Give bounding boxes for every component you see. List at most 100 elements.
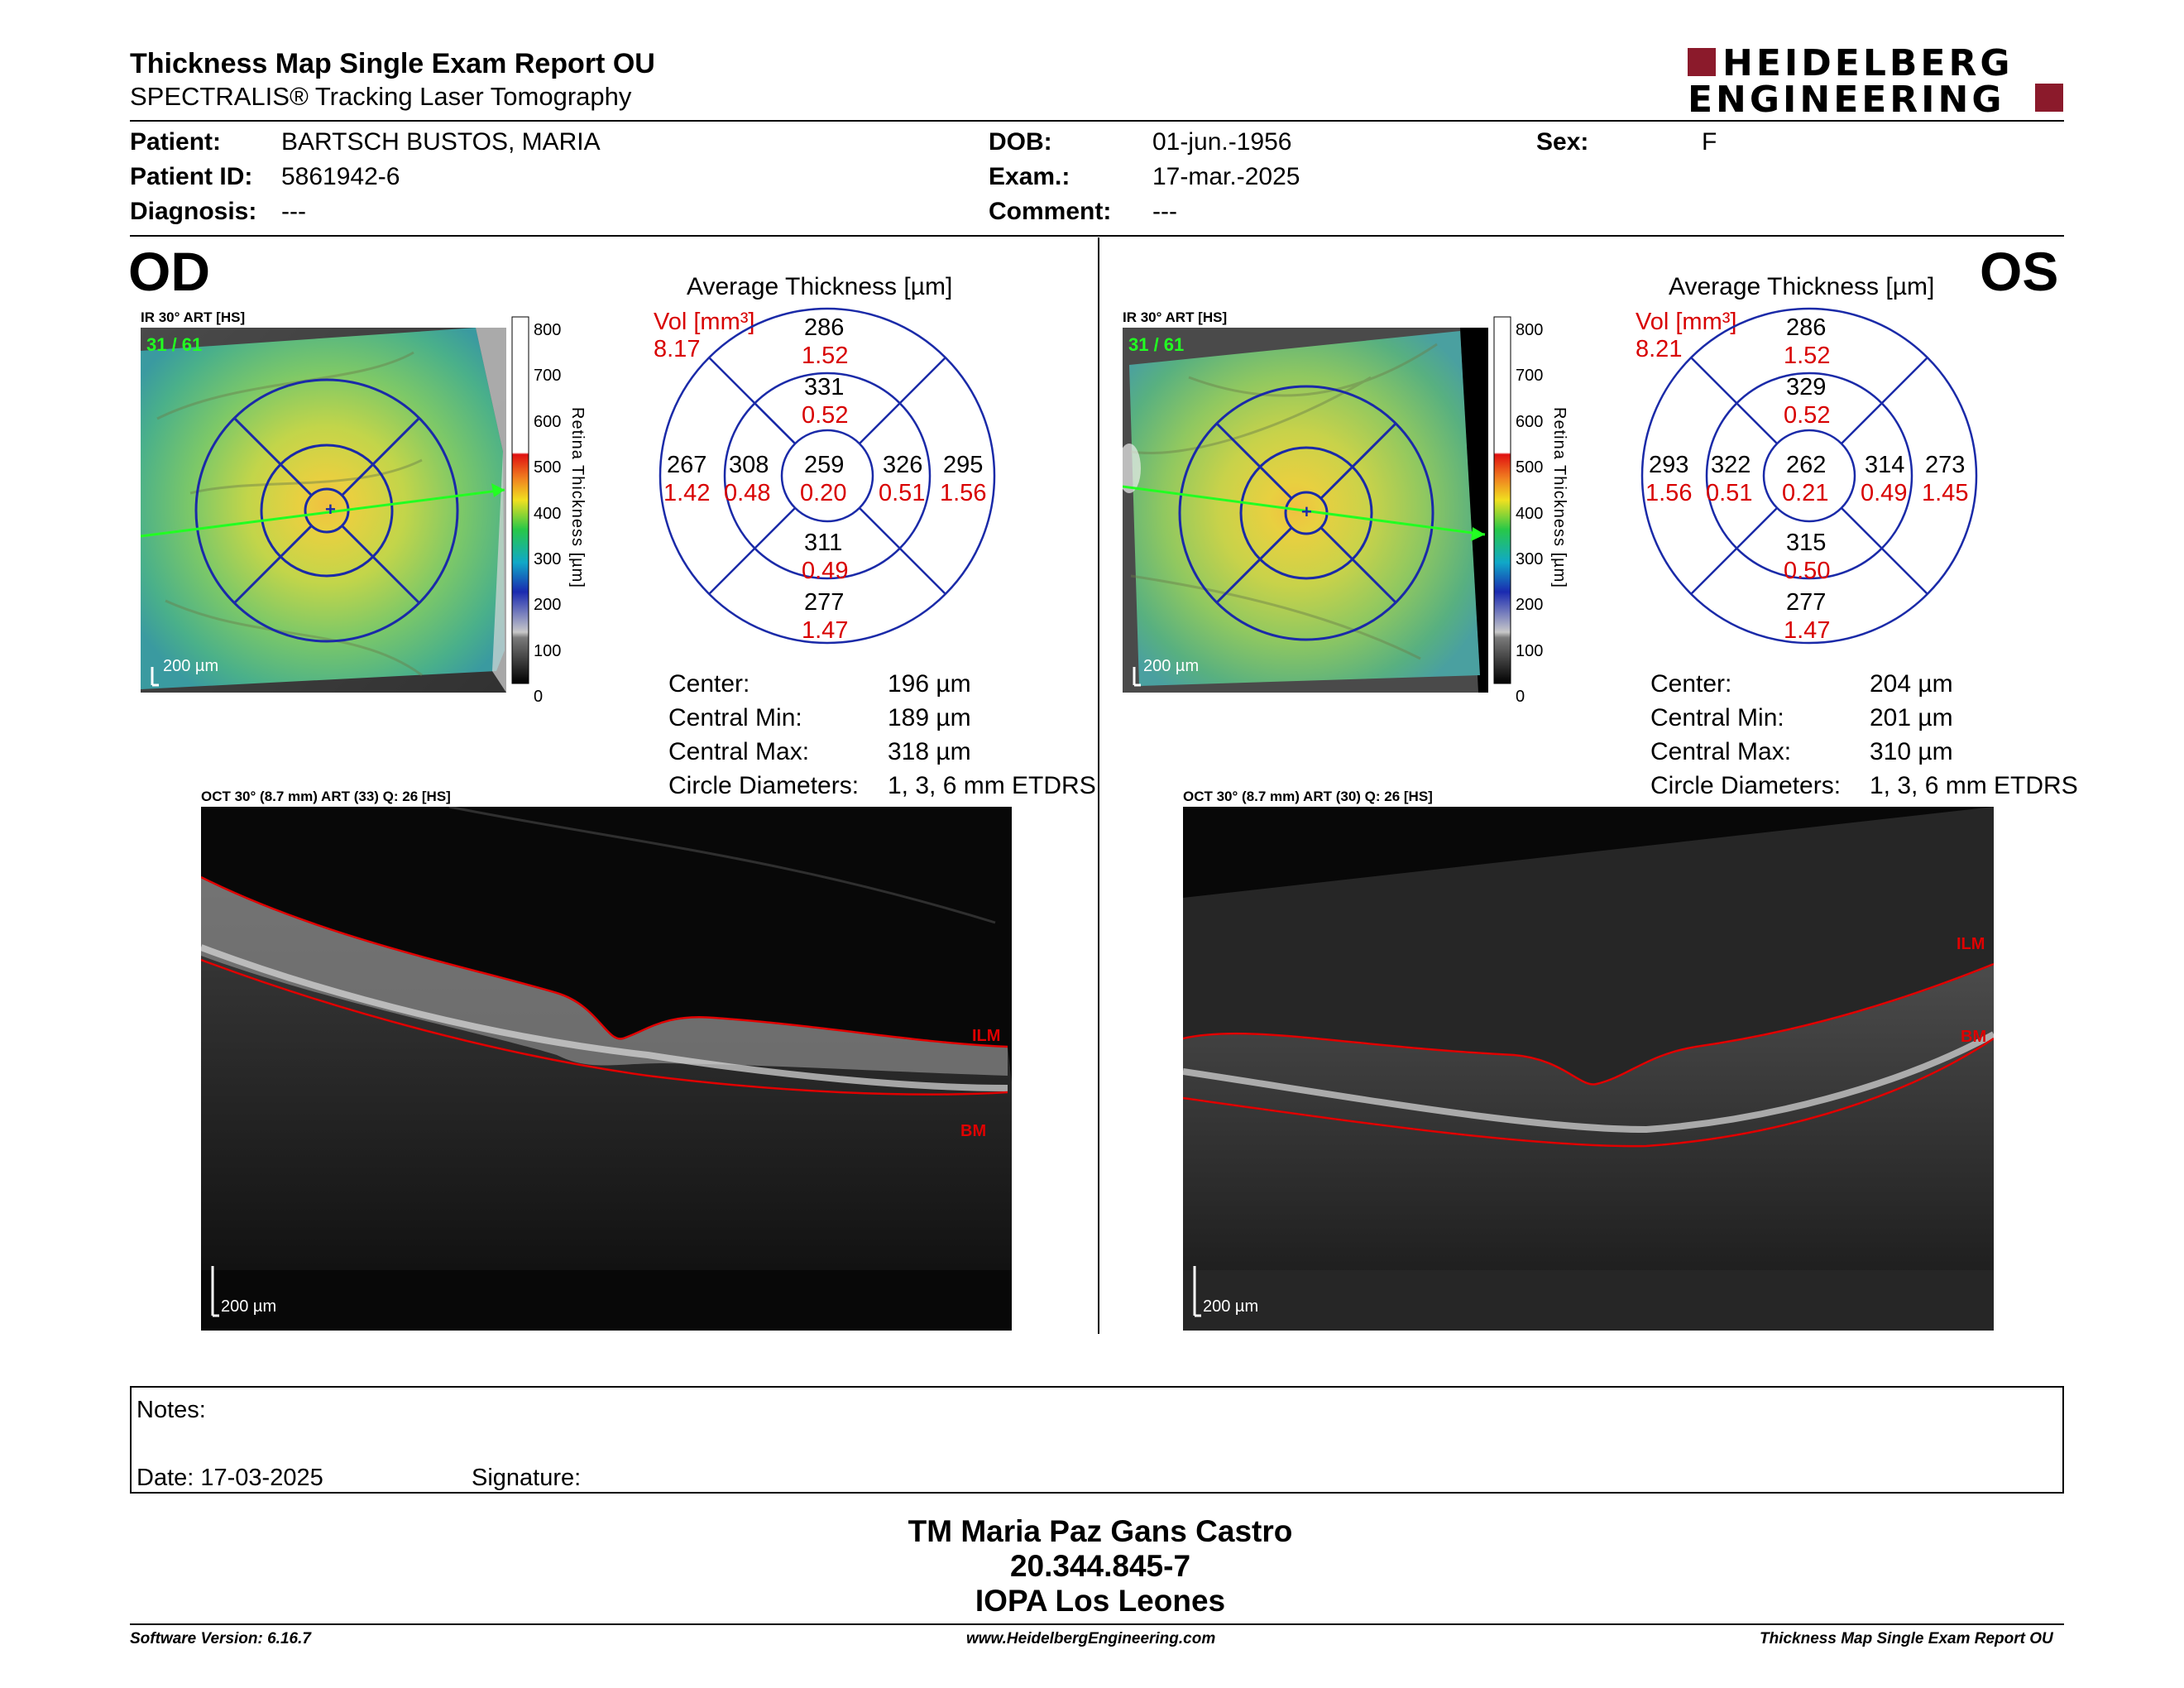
patient-id-label: Patient ID: (130, 163, 253, 190)
od-max-label: Central Max: (668, 738, 810, 765)
os-avg-title: Average Thickness [µm] (1669, 273, 1935, 300)
os-outer-inf-volume: 1.47 (1784, 617, 1831, 644)
od-outer-right-thickness: 295 (943, 452, 984, 478)
tick-200: 200 (1516, 596, 1544, 615)
os-colorbar-title: Retina Thickness [µm] (1550, 407, 1569, 588)
os-oct-bscan: ILM BM 200 µm (1183, 807, 1994, 1331)
tick-700: 700 (1516, 367, 1544, 386)
od-oct-header: OCT 30° (8.7 mm) ART (33) Q: 26 [HS] (201, 789, 451, 804)
os-inner-sup-thickness: 329 (1786, 374, 1827, 400)
exam-value: 17-mar.-2025 (1152, 163, 1300, 190)
os-outer-left-thickness: 293 (1649, 452, 1689, 478)
od-oct-scale: 200 µm (221, 1297, 276, 1316)
os-inner-sup-volume: 0.52 (1784, 402, 1831, 429)
patient-label: Patient: (130, 128, 222, 156)
signer-name: TM Maria Paz Gans Castro (908, 1514, 1293, 1548)
os-outer-right-thickness: 273 (1925, 452, 1966, 478)
od-vol-label: Vol [mm³] (654, 309, 755, 335)
od-colorbar (511, 316, 529, 684)
os-ir-header: IR 30° ART [HS] (1123, 309, 1228, 325)
os-thickness-map: + (1123, 328, 1488, 693)
tick-300: 300 (534, 550, 562, 569)
center-divider (1098, 237, 1099, 1334)
od-bm-label: BM (960, 1122, 986, 1140)
os-ilm-label: ILM (1956, 935, 1985, 953)
tick-100: 100 (1516, 641, 1544, 660)
os-center-value: 204 µm (1870, 670, 1953, 698)
comment-label: Comment: (989, 198, 1112, 225)
header-divider (130, 120, 2064, 122)
od-center-volume: 0.20 (800, 480, 847, 506)
od-thickness-map: + . (141, 328, 506, 693)
os-center-thickness: 262 (1786, 452, 1827, 478)
heidelberg-logo: HEIDELBERG ENGINEERING (1688, 42, 2064, 121)
os-colorbar (1493, 316, 1511, 684)
os-inner-left-thickness: 322 (1711, 452, 1751, 478)
sex-label: Sex: (1536, 128, 1589, 156)
os-oct-scale: 200 µm (1203, 1297, 1258, 1316)
tick-0: 0 (534, 688, 544, 707)
patient-value: BARTSCH BUSTOS, MARIA (281, 128, 601, 156)
tick-600: 600 (1516, 412, 1544, 431)
od-eye-label: OD (128, 241, 210, 302)
os-diam-label: Circle Diameters: (1650, 772, 1842, 799)
tick-700: 700 (534, 367, 562, 386)
notes-date: Date: 17-03-2025 (136, 1465, 323, 1491)
od-inner-right-volume: 0.51 (879, 480, 926, 506)
od-center-thickness: 259 (804, 452, 845, 478)
tick-300: 300 (1516, 550, 1544, 569)
report-subtitle: SPECTRALIS® Tracking Laser Tomography (130, 82, 632, 111)
logo-line-2: ENGINEERING (1688, 79, 2005, 121)
tick-100: 100 (534, 641, 562, 660)
tick-400: 400 (534, 504, 562, 523)
report-title: Thickness Map Single Exam Report OU (130, 48, 655, 79)
notes-signature-label: Signature: (472, 1465, 582, 1491)
od-outer-left-thickness: 267 (667, 452, 707, 478)
od-ir-header: IR 30° ART [HS] (141, 309, 246, 325)
os-colorbar-ticks: 800 700 600 500 400 300 200 100 0 (1516, 308, 1543, 721)
od-frame-counter: 31 / 61 (146, 334, 203, 355)
tick-400: 400 (1516, 504, 1544, 523)
os-max-value: 310 µm (1870, 738, 1953, 765)
od-colorbar-ticks: 800 700 600 500 400 300 200 100 0 (534, 308, 561, 721)
os-inner-left-volume: 0.51 (1706, 480, 1753, 506)
sex-value: F (1702, 128, 1717, 156)
os-outer-left-volume: 1.56 (1645, 480, 1693, 506)
os-inner-right-thickness: 314 (1865, 452, 1905, 478)
os-inner-inf-thickness: 315 (1786, 530, 1827, 556)
od-ir-scale: 200 µm (163, 657, 219, 675)
os-eye-label: OS (1980, 241, 2059, 302)
diagnosis-value: --- (281, 198, 306, 225)
od-inner-inf-volume: 0.49 (802, 558, 849, 584)
logo-line-1: HEIDELBERG (1722, 42, 2014, 84)
tick-0: 0 (1516, 688, 1525, 707)
svg-text:+: + (1301, 501, 1312, 522)
od-outer-right-volume: 1.56 (940, 480, 987, 506)
exam-label: Exam.: (989, 163, 1070, 190)
tick-800: 800 (1516, 321, 1544, 339)
logo-square-icon (2035, 84, 2063, 112)
os-outer-sup-thickness: 286 (1786, 314, 1827, 341)
notes-box[interactable] (130, 1386, 2064, 1494)
od-max-value: 318 µm (888, 738, 971, 765)
tick-600: 600 (534, 412, 562, 431)
os-center-label: Center: (1650, 670, 1732, 698)
website-link[interactable]: www.HeidelbergEngineering.com (966, 1630, 1216, 1647)
os-diam-value: 1, 3, 6 mm ETDRS (1870, 772, 2078, 799)
os-center-volume: 0.21 (1782, 480, 1829, 506)
od-inner-left-volume: 0.48 (724, 480, 771, 506)
od-outer-sup-thickness: 286 (804, 314, 845, 341)
od-inner-inf-thickness: 311 (804, 530, 843, 556)
signer-institution: IOPA Los Leones (975, 1584, 1226, 1618)
od-inner-right-thickness: 326 (883, 452, 923, 478)
os-outer-sup-volume: 1.52 (1784, 343, 1831, 369)
os-inner-right-volume: 0.49 (1861, 480, 1908, 506)
os-etdrs-grid (1640, 307, 1978, 645)
od-inner-sup-thickness: 331 (804, 374, 845, 400)
os-vol-label: Vol [mm³] (1636, 309, 1737, 335)
patient-id-value: 5861942-6 (281, 163, 400, 190)
od-inner-left-thickness: 308 (729, 452, 769, 478)
os-frame-counter: 31 / 61 (1128, 334, 1185, 355)
od-colorbar-title: Retina Thickness [µm] (568, 407, 587, 588)
od-outer-left-volume: 1.42 (663, 480, 711, 506)
